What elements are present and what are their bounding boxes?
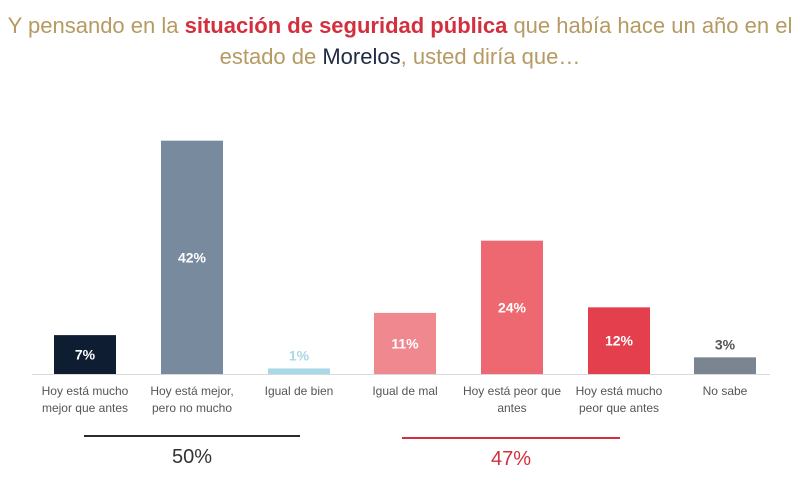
value-label-3: 11% — [391, 335, 419, 351]
bar-4 — [481, 240, 543, 374]
value-label-6: 3% — [715, 336, 736, 352]
category-label-1-line-0: Hoy está mejor, — [150, 384, 233, 398]
title-part2: que había hace un año en el estado de — [219, 13, 793, 69]
bar-5 — [588, 307, 650, 374]
bar-2 — [268, 368, 330, 374]
category-label-0-line-1: mejor que antes — [42, 401, 128, 415]
group-negative-total: 47% — [490, 448, 532, 470]
bar-1 — [161, 140, 223, 374]
group-positive-total: 50% — [171, 446, 213, 468]
value-label-0: 7% — [75, 347, 96, 363]
group-positive-line — [84, 435, 300, 437]
bar-3 — [374, 312, 436, 374]
category-label-2-line-0: Igual de bien — [265, 384, 334, 398]
title-state: Morelos — [322, 44, 401, 69]
bar-6 — [694, 357, 756, 374]
category-label-0-line-0: Hoy está mucho — [42, 384, 129, 398]
category-label-4-line-1: antes — [497, 401, 526, 415]
category-label-5-line-1: peor que antes — [579, 401, 659, 415]
category-label-5-line-0: Hoy está mucho — [576, 384, 663, 398]
title-highlight: situación de seguridad pública — [184, 13, 508, 38]
title-part1: Y pensando en la — [7, 13, 185, 38]
value-label-5: 12% — [605, 333, 634, 349]
value-label-1: 42% — [178, 249, 207, 265]
title-part3: , usted diría que… — [400, 44, 581, 69]
bar-0 — [54, 335, 116, 374]
value-label-4: 24% — [498, 299, 527, 315]
category-label-1-line-1: pero no mucho — [152, 401, 232, 415]
category-label-3-line-0: Igual de mal — [372, 384, 437, 398]
value-label-2: 1% — [289, 347, 310, 363]
category-label-4-line-0: Hoy está peor que — [463, 384, 561, 398]
category-label-6-line-0: No sabe — [703, 384, 748, 398]
chart-title: Y pensando en la situación de seguridad … — [0, 10, 800, 72]
group-negative-line — [402, 437, 620, 439]
